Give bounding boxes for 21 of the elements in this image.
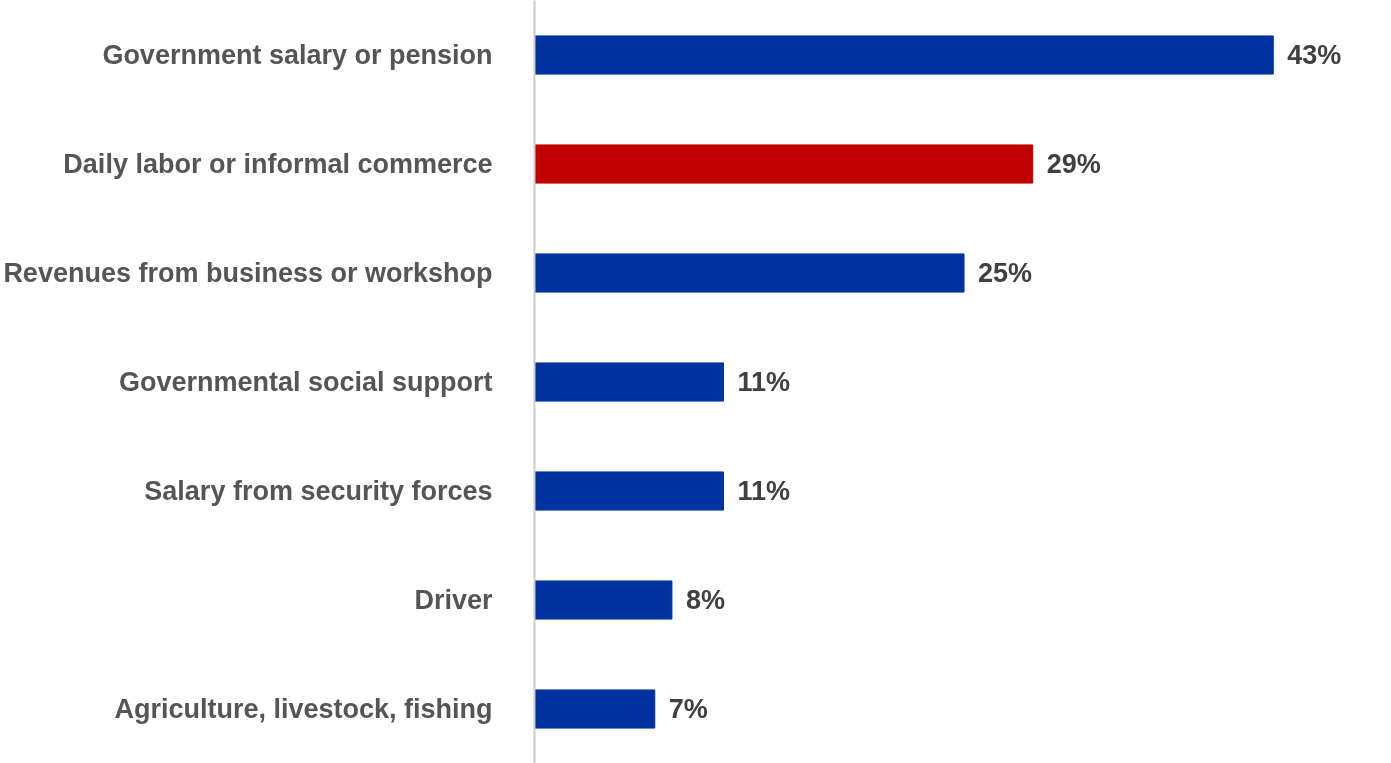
data-label: 29% <box>1046 149 1101 179</box>
data-label: 8% <box>685 585 725 615</box>
data-label: 25% <box>978 258 1033 288</box>
y-tick-label: Driver <box>414 585 493 615</box>
data-label: 7% <box>668 694 708 724</box>
bar <box>534 35 1274 75</box>
y-tick-label: Government salary or pension <box>102 40 493 70</box>
y-tick-label: Governmental social support <box>118 367 493 397</box>
bar <box>534 580 673 620</box>
bar <box>534 144 1034 184</box>
y-tick-label: Daily labor or informal commerce <box>63 149 493 179</box>
data-label: 11% <box>737 476 791 506</box>
y-tick-label: Revenues from business or workshop <box>3 258 493 288</box>
data-label: 43% <box>1287 40 1342 70</box>
data-label: 11% <box>737 367 791 397</box>
bar <box>534 362 724 402</box>
y-tick-label: Agriculture, livestock, fishing <box>114 694 493 724</box>
bar <box>534 689 656 729</box>
bar <box>534 471 724 511</box>
bar <box>534 253 965 293</box>
y-tick-label: Salary from security forces <box>144 476 493 506</box>
